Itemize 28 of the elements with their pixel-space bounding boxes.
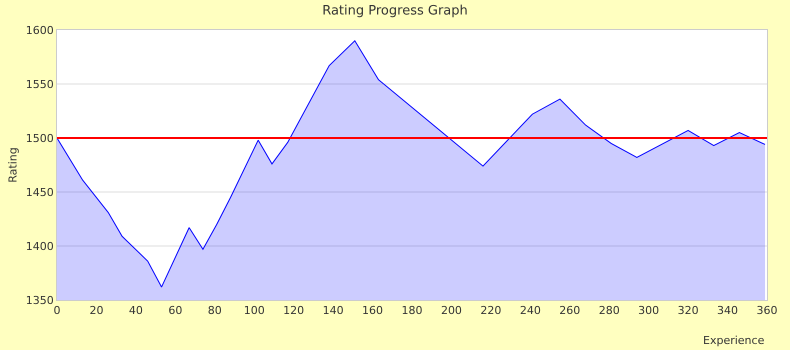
y-tick-label: 1400: [26, 240, 54, 253]
x-tick-label: 340: [717, 304, 738, 318]
y-tick-label: 1350: [26, 294, 54, 307]
x-tick-label: 280: [598, 304, 620, 318]
x-tick-label: 140: [322, 304, 344, 318]
x-tick-label: 20: [89, 304, 104, 318]
x-tick-label: 220: [480, 304, 502, 318]
y-tick-label: 1450: [26, 186, 54, 199]
x-tick-label: 240: [520, 304, 541, 318]
x-tick-label: 160: [362, 304, 384, 318]
y-tick-label: 1550: [26, 78, 54, 91]
x-tick-label: 260: [559, 304, 580, 318]
x-tick-label: 40: [128, 304, 143, 318]
x-tick-label: 100: [244, 304, 265, 318]
x-tick-label: 60: [168, 304, 182, 318]
y-tick-label: 1500: [26, 132, 54, 145]
x-tick-label: 0: [54, 304, 60, 318]
x-tick-label: 80: [208, 304, 222, 318]
y-tick-label: 1600: [26, 24, 54, 37]
x-tick-label: 300: [638, 304, 660, 318]
x-axis-title: Experience: [703, 334, 765, 347]
y-axis-title: Rating: [6, 147, 20, 183]
x-tick-label: 200: [440, 304, 462, 318]
chart-title: Rating Progress Graph: [322, 3, 468, 18]
x-tick-label: 320: [678, 304, 699, 318]
x-tick-label: 360: [756, 304, 778, 318]
x-tick-label: 120: [283, 304, 304, 318]
x-tick-label: 180: [402, 304, 422, 318]
